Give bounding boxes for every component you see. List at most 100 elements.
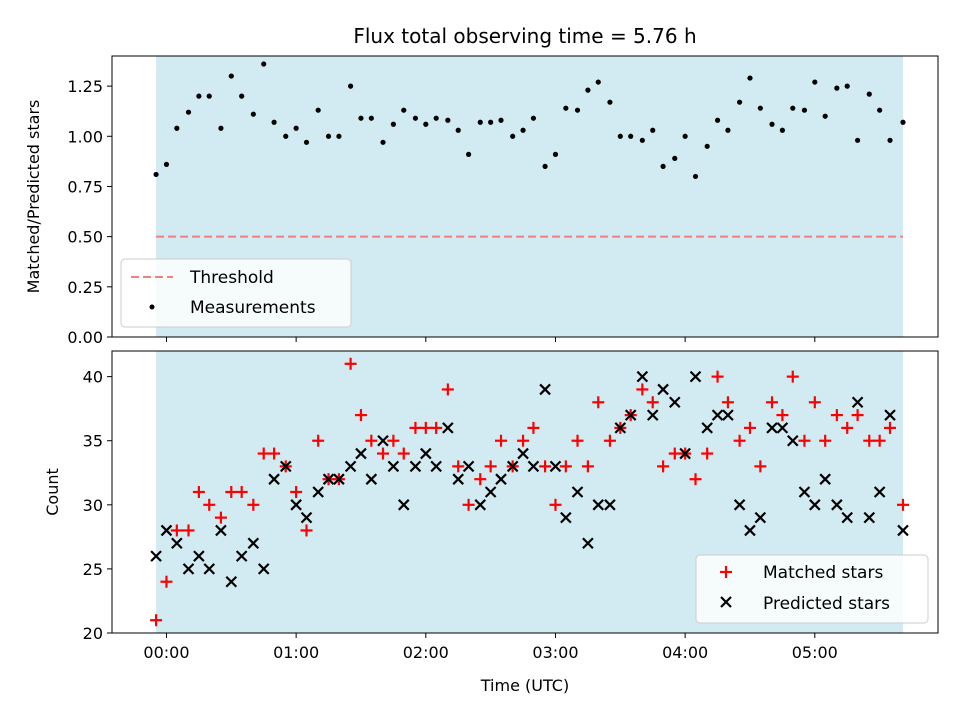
count-ytick-label: 20 [83,624,103,643]
measurement-point [218,125,224,131]
predicted-point [636,370,649,383]
predicted-point [474,499,487,511]
matched-point [192,486,205,498]
predicted-point [539,383,551,396]
predicted-point [203,563,216,575]
predicted-point [689,370,702,383]
measurement-point [552,151,559,157]
predicted-point [430,460,442,473]
predicted-point [377,434,389,447]
matched-point [592,396,605,409]
matched-point [354,409,367,422]
measurement-point [660,163,666,169]
measurement-point [153,171,159,178]
measurement-point [822,113,828,119]
count-xtick-label: 05:00 [792,643,838,662]
matched-point [150,614,163,627]
matched-point [701,447,714,460]
matched-point [733,434,746,447]
count-legend: Matched stars Predicted stars [695,554,929,624]
measurement-point [595,79,601,85]
count-ytick-label: 25 [83,560,103,579]
measurement-point [812,79,818,85]
measurement-point [293,125,299,131]
matched-point [462,498,475,511]
measurement-point [206,93,212,99]
measurement-point [433,115,439,121]
predicted-point [290,499,302,511]
predicted-point [776,422,789,434]
measurement-point [672,155,678,161]
measurement-point [866,91,872,97]
ratio-legend: Threshold Measurements [120,258,352,328]
matched-point [257,447,270,460]
measurement-point [303,139,310,145]
predicted-point [527,460,540,473]
measurement-point [445,117,451,123]
measurement-point [725,127,731,133]
matched-point [225,486,238,498]
predicted-point [897,524,909,537]
count-xtick-label: 00:00 [143,643,189,662]
ratio-legend-frame [120,258,352,328]
measurement-point [163,161,170,167]
matched-point [819,434,832,447]
matched-point [203,498,216,511]
measurement-point [239,93,245,99]
predicted-point [150,550,162,562]
predicted-point [268,473,280,485]
matched-point [377,447,390,460]
measurement-point [283,133,289,139]
matched-point [798,434,811,447]
matched-point [668,447,681,460]
matched-point [441,383,454,396]
count-series-0 [150,357,909,627]
measurement-point [325,133,332,139]
matched-point [841,421,854,434]
measurement-point [900,119,906,125]
matched-point [344,357,357,370]
predicted-point [571,486,584,498]
predicted-point [884,409,896,421]
predicted-point [387,460,400,473]
predicted-point [171,537,183,550]
predicted-legend-label: Predicted stars [763,594,890,614]
matched-point [786,370,799,383]
measurement-point [628,133,634,139]
matched-point [247,498,260,511]
predicted-point [786,434,799,447]
matched-point [397,447,410,460]
measurement-point [844,83,850,89]
measurement-point [228,73,234,79]
matched-point [873,434,886,447]
measurement-point [769,121,775,127]
predicted-point [182,563,195,575]
matched-point [721,396,734,409]
measurement-point [455,127,461,133]
matched-point [571,434,584,447]
measurement-point [877,107,883,113]
predicted-point [604,499,616,511]
predicted-point [722,409,734,421]
measurement-point [336,133,342,139]
predicted-point [863,511,876,524]
measurement-point [617,133,623,139]
predicted-point [592,499,605,511]
count-ytick-label: 40 [83,368,103,387]
measurement-point [347,83,354,89]
predicted-point [624,409,637,421]
predicted-point [257,563,270,575]
matched-point [711,370,724,383]
predicted-point [495,473,507,485]
predicted-point [333,473,345,485]
predicted-point [397,499,410,511]
matched-point [527,421,540,434]
predicted-point [711,409,724,421]
ratio-ytick-label: 0.00 [67,328,103,347]
matched-point [452,460,465,473]
chart-title: Flux total observing time = 5.76 h [353,24,696,48]
matched-point [636,383,649,396]
matched-point [689,473,702,486]
matched-point [896,498,909,511]
matched-point [290,486,303,498]
